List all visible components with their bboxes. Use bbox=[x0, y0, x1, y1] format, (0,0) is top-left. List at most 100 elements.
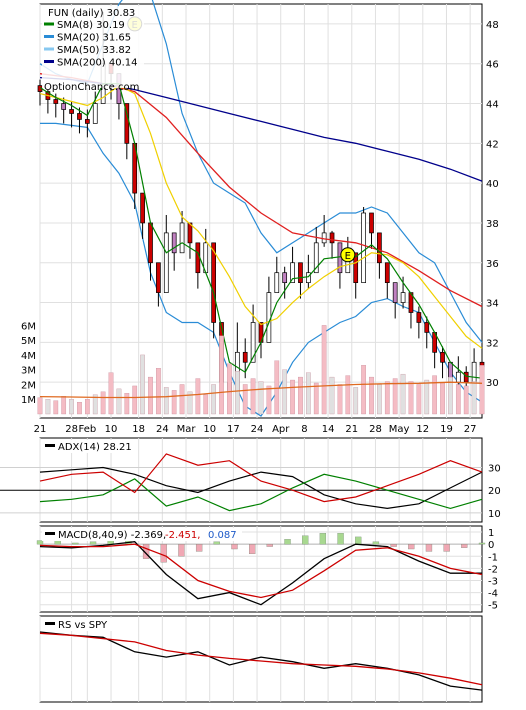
candle-body bbox=[85, 119, 90, 124]
adx-tick-label: 20 bbox=[488, 486, 501, 497]
macd-histogram-bar bbox=[284, 539, 291, 545]
legend-entry: SMA(200) 40.14 bbox=[57, 58, 138, 69]
candle-body bbox=[353, 252, 359, 284]
volume-bar bbox=[479, 365, 485, 415]
candle-body bbox=[92, 103, 98, 124]
volume-tick-label: 6M bbox=[21, 321, 36, 332]
volume-bar bbox=[416, 384, 422, 415]
price-tick-label: 46 bbox=[486, 60, 499, 71]
volume-bar bbox=[69, 399, 74, 415]
price-title: FUN (daily) 30.83 bbox=[48, 8, 135, 19]
candle-body bbox=[77, 113, 82, 120]
volume-bar bbox=[290, 379, 295, 415]
rs-title-bg bbox=[42, 618, 114, 631]
macd-signal-value: -2.451, bbox=[165, 530, 200, 541]
macd-histogram-bar bbox=[142, 544, 150, 559]
volume-bar bbox=[455, 384, 461, 415]
rs-line-rs-ma bbox=[39, 632, 483, 686]
macd-tick-label: 1 bbox=[488, 528, 494, 539]
adx-swatch bbox=[45, 444, 55, 447]
volume-bar bbox=[171, 390, 177, 415]
volume-bar bbox=[424, 379, 430, 415]
macd-title-bg bbox=[42, 528, 242, 541]
macd-tick-label: -1 bbox=[488, 552, 498, 563]
date-tick-label: 21 bbox=[34, 424, 47, 435]
volume-bar bbox=[345, 375, 351, 415]
date-tick-label: 14 bbox=[322, 424, 335, 435]
volume-bar bbox=[361, 365, 366, 415]
macd-histogram-bar bbox=[478, 542, 486, 545]
date-tick-label: May bbox=[389, 424, 410, 435]
candle-body bbox=[392, 282, 398, 303]
volume-tick-label: 5M bbox=[21, 336, 36, 347]
candle-body bbox=[163, 232, 169, 293]
macd-histogram-bar bbox=[425, 544, 433, 552]
volume-bar bbox=[187, 391, 193, 415]
volume-bar bbox=[384, 381, 390, 415]
candle-body bbox=[329, 232, 335, 244]
date-tick-label: 19 bbox=[440, 424, 453, 435]
candle-body bbox=[187, 222, 193, 244]
volume-bar bbox=[463, 385, 469, 415]
macd-histogram-bar bbox=[89, 541, 97, 545]
macd-histogram-bar bbox=[302, 535, 309, 545]
candle-body bbox=[53, 99, 59, 104]
bollinger-lower-line bbox=[40, 122, 483, 417]
candle-body bbox=[250, 322, 256, 363]
candle-body bbox=[400, 292, 406, 303]
adx-line-adx bbox=[39, 466, 483, 510]
macd-histogram-bar bbox=[249, 544, 256, 555]
candle-body bbox=[313, 242, 319, 274]
macd-histogram-bar bbox=[408, 544, 415, 550]
volume-tick-label: 2M bbox=[21, 380, 36, 391]
price-tick-label: 34 bbox=[486, 299, 499, 310]
volume-bar bbox=[400, 373, 406, 415]
macd-histogram-bar bbox=[213, 541, 220, 545]
volume-ma-line bbox=[39, 381, 483, 399]
volume-bar bbox=[148, 376, 153, 415]
macd-histogram-bar bbox=[337, 533, 344, 545]
volume-bar bbox=[329, 376, 335, 415]
date-tick-label: 10 bbox=[105, 424, 118, 435]
volume-bar bbox=[392, 378, 398, 415]
candle-body bbox=[171, 232, 177, 254]
candle-body bbox=[211, 242, 216, 323]
candle-body bbox=[61, 103, 67, 110]
price-tick-label: 40 bbox=[486, 179, 499, 190]
volume-bar bbox=[219, 335, 224, 415]
macd-tick-label: -3 bbox=[488, 577, 498, 588]
volume-bar bbox=[471, 381, 477, 415]
macd-histogram-bar bbox=[461, 544, 468, 548]
price-tick-label: 48 bbox=[486, 20, 499, 31]
volume-bar bbox=[163, 387, 169, 415]
candle-body bbox=[440, 351, 445, 363]
date-tick-label: 24 bbox=[251, 424, 264, 435]
volume-bar bbox=[448, 376, 453, 415]
event-marker bbox=[340, 247, 356, 263]
candle-body bbox=[156, 262, 161, 293]
macd-tick-label: 0 bbox=[488, 540, 494, 551]
volume-bar bbox=[211, 384, 216, 415]
volume-tick-label: 3M bbox=[21, 366, 36, 377]
date-tick-label: 18 bbox=[132, 424, 145, 435]
volume-bar bbox=[61, 396, 67, 415]
volume-bar bbox=[258, 381, 264, 415]
price-tick-label: 36 bbox=[486, 259, 499, 270]
legend-entry: SMA(50) 33.82 bbox=[57, 45, 131, 56]
rs-line-rs bbox=[39, 631, 483, 691]
volume-bar bbox=[306, 372, 311, 415]
event-marker-label: E bbox=[345, 251, 351, 262]
adx-line-di bbox=[39, 473, 483, 512]
macd-histogram-bar bbox=[36, 540, 44, 545]
volume-bar bbox=[179, 384, 185, 415]
date-tick-label: Apr bbox=[272, 424, 290, 435]
legend-entry: SMA(20) 31.65 bbox=[57, 33, 131, 44]
date-tick-label: 28 bbox=[369, 424, 382, 435]
volume-bar bbox=[408, 381, 414, 415]
volume-bar bbox=[353, 387, 359, 415]
adx-tick-label: 30 bbox=[488, 464, 501, 475]
candle-body bbox=[298, 262, 303, 284]
candle-body bbox=[282, 272, 288, 284]
macd-histogram-bar bbox=[266, 544, 273, 547]
volume-bar bbox=[377, 384, 382, 415]
